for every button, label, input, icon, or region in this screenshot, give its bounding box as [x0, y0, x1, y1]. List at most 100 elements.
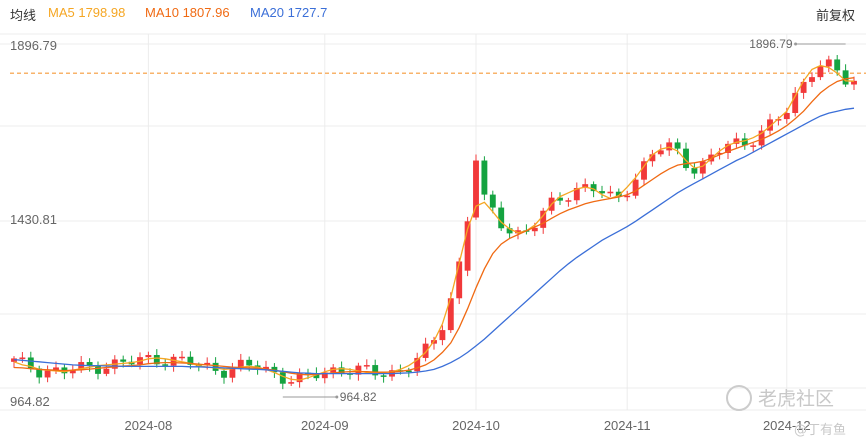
candle-up	[363, 365, 370, 367]
candle-up	[69, 370, 76, 374]
candle-up	[758, 130, 765, 146]
candle-up	[296, 372, 303, 383]
ma-line-ma5	[13, 64, 855, 381]
candle-up	[750, 145, 757, 147]
watermark-author: @丁有鱼	[794, 423, 847, 438]
candle-up	[817, 66, 824, 78]
candle-up	[19, 357, 26, 359]
candle-down	[153, 355, 160, 365]
candle-down	[279, 372, 286, 384]
candle-up	[733, 138, 740, 144]
candle-up	[288, 382, 295, 384]
grid-layer	[0, 33, 866, 411]
candle-up	[775, 119, 782, 121]
candles-layer[interactable]	[11, 55, 857, 390]
candle-up	[321, 372, 328, 379]
chart-header: 均线 MA5 1798.98 MA10 1807.96 MA20 1727.7 …	[0, 0, 866, 26]
candle-up	[809, 77, 815, 82]
candle-up	[78, 362, 85, 371]
candle-down	[187, 356, 194, 365]
tiger-logo-icon	[726, 384, 752, 411]
min-marker-dot	[335, 395, 339, 399]
candle-up	[204, 362, 211, 366]
candle-up	[145, 355, 152, 358]
candle-up	[565, 200, 572, 202]
ma20-legend: MA20 1727.7	[250, 5, 328, 20]
adjust-toggle[interactable]: 前复权	[816, 8, 856, 23]
y-tick-label: 1896.79	[10, 38, 57, 53]
watermark-logo: 老虎社区	[726, 384, 834, 411]
candle-up	[632, 179, 639, 196]
candle-down	[338, 367, 345, 374]
ma-line-ma10	[13, 77, 855, 376]
candle-up	[179, 356, 185, 359]
candle-down	[842, 70, 849, 85]
candle-down	[741, 138, 748, 146]
candle-down	[86, 362, 93, 366]
candle-up	[103, 368, 110, 374]
candle-up	[414, 357, 421, 372]
candle-up	[237, 359, 244, 369]
candle-down	[683, 148, 689, 169]
x-tick-label: 2024-09	[301, 418, 349, 433]
candle-up	[573, 187, 580, 201]
x-tick-label: 2024-10	[452, 418, 500, 433]
candle-up	[263, 366, 269, 370]
candle-down	[615, 191, 622, 197]
candle-down	[27, 357, 34, 369]
candle-down	[498, 207, 505, 229]
candle-up	[657, 150, 664, 155]
candle-up	[767, 119, 773, 131]
candle-up	[439, 330, 446, 341]
watermark-logo-text: 老虎社区	[758, 388, 835, 410]
candle-up	[229, 368, 236, 378]
candle-down	[557, 197, 563, 201]
candle-down	[271, 366, 278, 373]
axis-labels: 1896.79 1430.81 964.82 2024-08 2024-09 2024-1…	[10, 38, 811, 433]
candle-down	[506, 228, 513, 234]
candle-up	[624, 195, 631, 198]
candle-down	[221, 370, 227, 378]
x-tick-label: 2024-08	[125, 418, 173, 433]
candle-down	[481, 160, 488, 195]
candle-up	[44, 370, 51, 378]
candle-up	[540, 210, 547, 228]
candle-down	[380, 375, 387, 377]
candle-down	[599, 191, 605, 194]
candle-down	[313, 373, 320, 379]
candle-up	[607, 191, 614, 194]
min-marker-label: 964.82	[340, 390, 377, 404]
candle-up	[851, 80, 857, 85]
candle-up	[473, 160, 479, 218]
candle-up	[666, 142, 673, 151]
candle-up	[422, 343, 429, 358]
candle-up	[792, 92, 799, 114]
candle-up	[464, 221, 471, 271]
candle-down	[36, 368, 43, 378]
max-marker-dot	[794, 42, 798, 46]
moving-averages	[13, 64, 855, 381]
candle-down	[674, 142, 681, 149]
candle-up	[515, 230, 521, 234]
ma10-legend: MA10 1807.96	[145, 5, 230, 20]
candle-down	[246, 359, 253, 366]
candle-down	[489, 194, 496, 208]
x-tick-label: 2024-11	[604, 418, 651, 433]
candle-down	[590, 184, 597, 192]
candle-down	[834, 59, 841, 71]
candle-down	[372, 365, 379, 376]
y-tick-label: 964.82	[10, 394, 50, 409]
candle-up	[725, 143, 731, 153]
candle-up	[716, 152, 723, 155]
candle-up	[170, 356, 177, 366]
candle-up	[641, 161, 647, 180]
candle-down	[95, 365, 101, 374]
candle-up	[825, 59, 832, 67]
max-marker-label: 1896.79	[749, 37, 793, 51]
candle-down	[405, 370, 412, 373]
candle-up	[582, 184, 589, 188]
ma-line-ma20	[13, 107, 855, 375]
indicator-label[interactable]: 均线	[10, 8, 37, 23]
candle-up	[649, 154, 656, 162]
